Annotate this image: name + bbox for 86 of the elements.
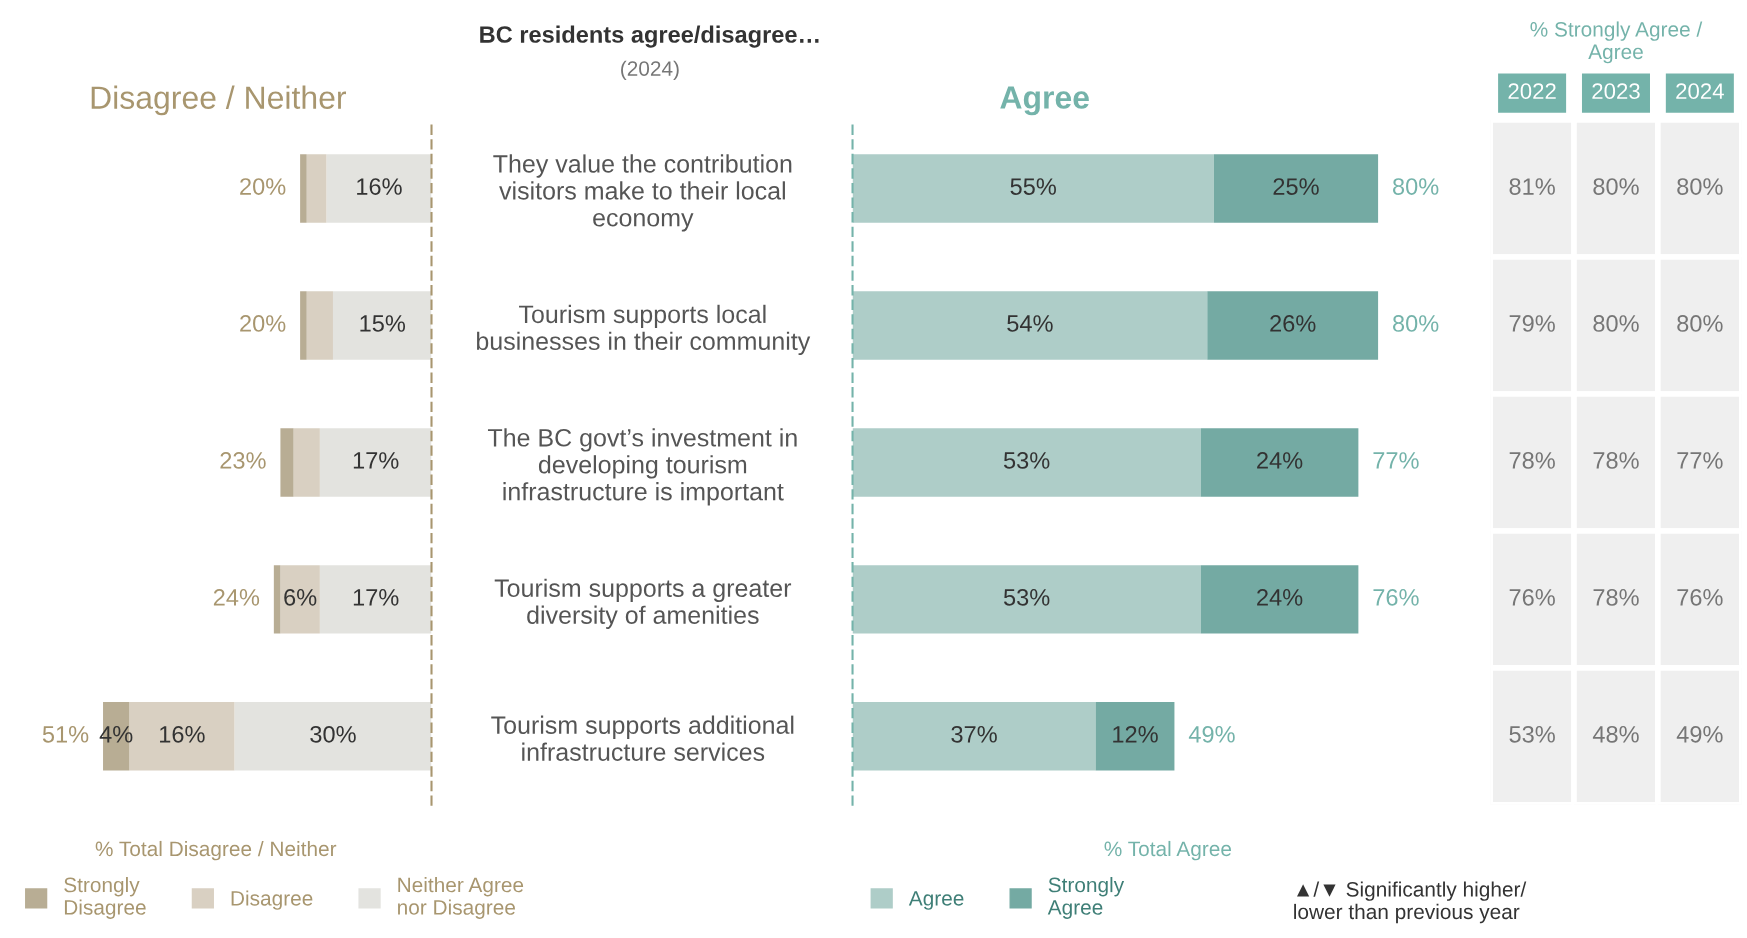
data-label: 17% bbox=[353, 452, 399, 469]
bar bbox=[300, 291, 307, 360]
chart-title: Agree bbox=[1000, 86, 1089, 116]
text: % Strongly Agree / Agree bbox=[1530, 21, 1703, 64]
total-label: 24% bbox=[213, 589, 260, 606]
legend-label: Strongly Disagree bbox=[64, 877, 146, 919]
data-label: 16% bbox=[160, 725, 205, 743]
bar bbox=[332, 291, 432, 360]
data-label: 15% bbox=[360, 315, 406, 332]
category-label: 2024 bbox=[1676, 83, 1724, 99]
text: 78% bbox=[1593, 452, 1639, 469]
total-label: 76% bbox=[1373, 589, 1419, 606]
legend-label: Strongly Agree bbox=[1047, 877, 1125, 919]
legend-label: Disagree bbox=[231, 890, 313, 910]
x-axis-title: % Total Agree bbox=[1104, 840, 1232, 861]
bar bbox=[1207, 291, 1379, 360]
y-tick-label: Tourism supports local businesses in their community bbox=[477, 304, 811, 356]
total-label: 51% bbox=[42, 726, 89, 743]
bar bbox=[234, 702, 432, 771]
total-label: 23% bbox=[220, 452, 266, 469]
y-tick-label: The BC govt’s investment in developing tourism infrastructure is important bbox=[487, 428, 797, 506]
text: 81% bbox=[1509, 178, 1555, 195]
data-label: 16% bbox=[357, 178, 402, 195]
bar bbox=[1095, 702, 1175, 771]
category-label: 2023 bbox=[1592, 83, 1640, 99]
bar bbox=[306, 291, 333, 360]
data-label: 24% bbox=[1257, 452, 1303, 469]
total-label: 20% bbox=[240, 178, 286, 195]
bar bbox=[852, 428, 1201, 497]
data-label: 54% bbox=[1007, 315, 1053, 332]
data-label: 53% bbox=[1003, 589, 1050, 606]
data-label: 53% bbox=[1003, 452, 1050, 469]
bar bbox=[1213, 154, 1379, 223]
bar bbox=[326, 154, 432, 223]
bar bbox=[273, 565, 281, 634]
data-label: 25% bbox=[1273, 178, 1319, 195]
text: 80% bbox=[1593, 315, 1639, 332]
bar bbox=[852, 702, 1096, 771]
text: 80% bbox=[1593, 178, 1639, 195]
data-label: 6% bbox=[284, 589, 317, 606]
legend-label: Neither Agree nor Disagree bbox=[398, 877, 524, 919]
data-label: 17% bbox=[353, 589, 399, 606]
y-tick-label: They value the contribution visitors make to their local economy bbox=[493, 154, 792, 232]
text: 80% bbox=[1677, 315, 1723, 332]
bar bbox=[1200, 428, 1359, 497]
bar bbox=[852, 154, 1214, 223]
text: 77% bbox=[1677, 452, 1723, 469]
text: Disagree / Neither bbox=[91, 85, 347, 116]
text: 76% bbox=[1509, 589, 1555, 606]
bar bbox=[319, 565, 432, 634]
text: BC residents agree/disagree… bbox=[480, 25, 819, 48]
data-label: 24% bbox=[1257, 589, 1303, 606]
y-tick-label: Tourism supports additional infrastructure services bbox=[491, 715, 794, 761]
bar bbox=[852, 291, 1208, 360]
bar bbox=[852, 565, 1201, 634]
data-label: 55% bbox=[1010, 178, 1056, 195]
x-axis-title: % Total Disagree / Neither bbox=[95, 840, 337, 861]
text: 80% bbox=[1677, 178, 1723, 195]
data-label: 37% bbox=[951, 725, 997, 743]
data-label: 12% bbox=[1113, 725, 1158, 743]
text: 49% bbox=[1676, 725, 1723, 743]
bar bbox=[280, 428, 294, 497]
text: ▲/▼ Significantly higher/ lower than previous year bbox=[1294, 881, 1527, 924]
bar bbox=[319, 428, 432, 497]
text: 48% bbox=[1592, 725, 1639, 743]
text: 78% bbox=[1509, 452, 1555, 469]
data-label: 26% bbox=[1270, 315, 1316, 332]
bar bbox=[300, 154, 307, 223]
text: 53% bbox=[1509, 725, 1555, 743]
text: 78% bbox=[1593, 589, 1639, 606]
y-tick-label: Tourism supports a greater diversity of amenities bbox=[494, 578, 792, 629]
total-label: 80% bbox=[1393, 178, 1439, 195]
legend-label: Agree bbox=[908, 891, 964, 910]
total-label: 49% bbox=[1188, 725, 1235, 743]
bar bbox=[306, 154, 327, 223]
bar bbox=[1200, 565, 1359, 634]
data-label: 30% bbox=[310, 725, 356, 743]
text: (2024) bbox=[621, 60, 679, 81]
total-label: 20% bbox=[240, 315, 286, 332]
text: 79% bbox=[1509, 315, 1555, 332]
total-label: 80% bbox=[1393, 315, 1439, 332]
total-label: 77% bbox=[1373, 452, 1419, 469]
bar bbox=[293, 428, 320, 497]
category-label: 2022 bbox=[1508, 83, 1556, 99]
text: 76% bbox=[1677, 589, 1723, 606]
bar bbox=[280, 565, 320, 634]
